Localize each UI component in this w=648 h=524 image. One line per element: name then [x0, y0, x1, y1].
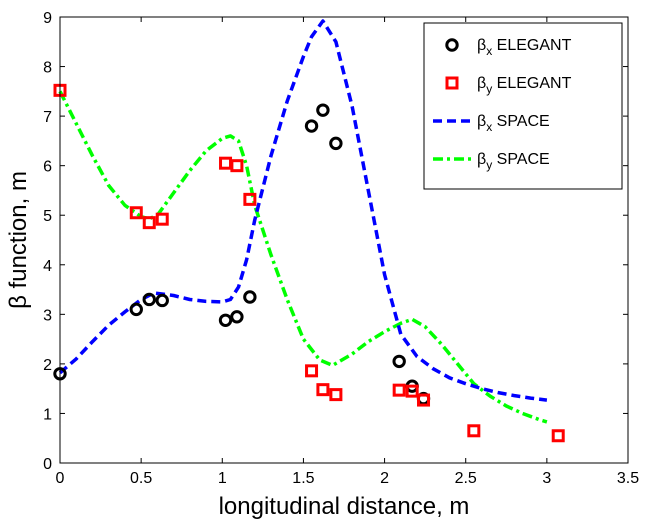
series-1-point	[329, 388, 343, 402]
legend-label-sub: x	[486, 44, 492, 58]
y-tick-label: 5	[43, 208, 52, 225]
legend-marker-0	[445, 38, 459, 52]
series-0-point	[329, 136, 343, 151]
plot-frame	[59, 16, 629, 464]
series-0-point	[392, 354, 406, 369]
legend-label-rest: SPACE	[492, 113, 550, 130]
legend-label-rest: ELEGANT	[492, 75, 571, 92]
legend-label-sub: y	[486, 82, 492, 96]
x-tick-label: 1.5	[292, 470, 314, 487]
y-tick-label: 7	[43, 109, 52, 126]
series-1-point	[405, 384, 419, 398]
x-tick-label: 0	[56, 470, 65, 487]
x-tick-label: 1	[218, 470, 227, 487]
series-1-point	[243, 192, 257, 206]
legend-label-0: βx ELEGANT	[477, 37, 572, 58]
x-axis-label: longitudinal distance, m	[219, 493, 470, 520]
legend-label-main: β	[477, 113, 486, 130]
series-0-point	[129, 302, 143, 317]
legend-label-2: βx SPACE	[477, 113, 550, 134]
y-tick-label: 4	[43, 258, 52, 275]
y-tick-label: 3	[43, 307, 52, 324]
legend-label-rest: ELEGANT	[492, 37, 571, 54]
series-1-point	[316, 383, 330, 397]
series-1-point	[467, 424, 481, 438]
series-1-point	[305, 364, 319, 378]
legend-label-sub: x	[486, 120, 492, 134]
series-0-point	[243, 290, 257, 304]
x-tick-label: 0.5	[130, 470, 152, 487]
legend-label-1: βy ELEGANT	[477, 75, 572, 96]
series-line-3	[58, 90, 548, 424]
legend-label-rest: SPACE	[492, 151, 550, 168]
y-tick-label: 9	[43, 10, 52, 27]
x-tick-label: 3.5	[617, 470, 639, 487]
legend-label-main: β	[477, 37, 486, 54]
y-tick-label: 1	[43, 406, 52, 423]
legend-label-main: β	[477, 75, 486, 92]
y-tick-label: 6	[43, 159, 52, 176]
series-0-point	[155, 293, 169, 308]
series-1-point	[129, 206, 143, 220]
y-tick-label: 2	[43, 357, 52, 374]
series-1-point	[551, 429, 565, 443]
x-tick-label: 2.5	[455, 470, 477, 487]
series-line-2	[58, 19, 548, 402]
series-1-point	[392, 383, 406, 397]
series-0-point	[230, 310, 244, 324]
legend-label-main: β	[477, 151, 486, 168]
legend-label-3: βy SPACE	[477, 151, 550, 172]
series-1-point	[230, 159, 244, 173]
series-0-point	[304, 119, 319, 133]
series-1-point	[142, 216, 156, 230]
x-tick-label: 3	[542, 470, 551, 487]
x-tick-label: 2	[380, 470, 389, 487]
y-axis-label: β function, m	[5, 171, 32, 309]
series-0-point	[316, 103, 330, 117]
tick-layer: 0 0.5 1 1.5 2 2.5 3 3.5 0 1 2 3 4 5 6 7 8 9	[43, 10, 639, 487]
legend-marker-1	[445, 76, 459, 90]
y-tick-label: 0	[43, 456, 52, 473]
series-1-point	[417, 393, 431, 407]
y-tick-label: 8	[43, 60, 52, 77]
legend-label-sub: y	[486, 158, 492, 172]
series-0-point	[218, 313, 233, 327]
series-1-point	[155, 212, 169, 226]
legend-box	[423, 22, 623, 190]
series-0-point	[142, 292, 156, 307]
